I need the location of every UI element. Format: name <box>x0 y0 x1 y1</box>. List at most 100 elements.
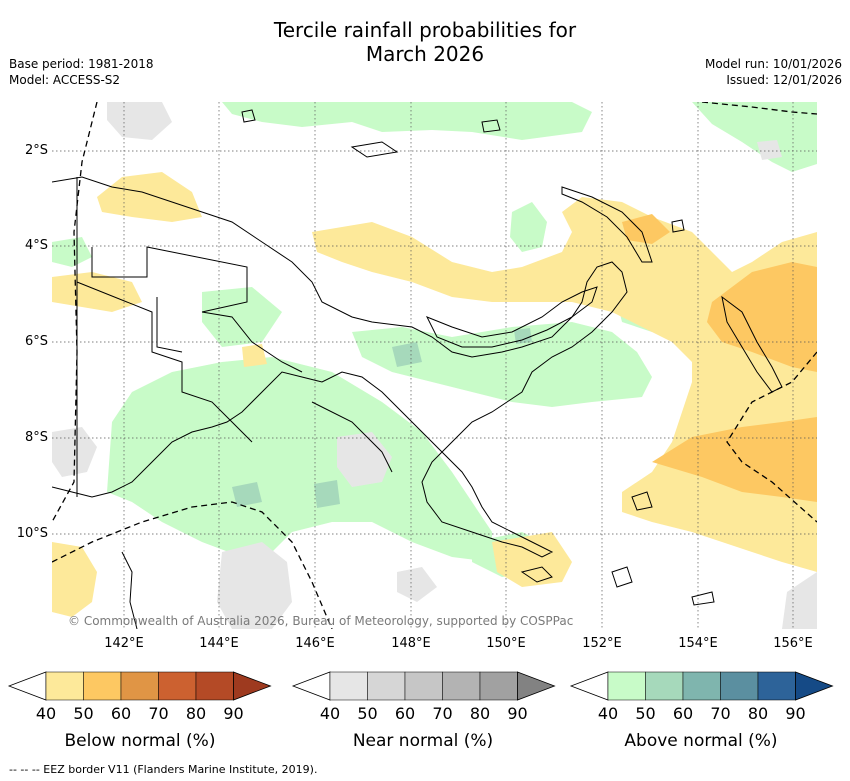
eez-south <box>52 501 333 629</box>
colorbar-extend-high <box>233 671 272 701</box>
below-region-north-central <box>312 197 817 572</box>
lon-label-154: 154°E <box>678 636 718 651</box>
colorbar-tick-label: 80 <box>469 704 491 723</box>
colorbar-extend-high <box>517 671 556 701</box>
below-region-northwest <box>97 172 202 222</box>
colorbar-tick-label: 40 <box>597 704 619 723</box>
colorbar-segment <box>757 671 796 701</box>
colorbar-segment <box>83 671 122 701</box>
lon-label-150: 150°E <box>486 636 526 651</box>
colorbar-tick-label: 50 <box>635 704 656 723</box>
above60-a <box>392 342 422 367</box>
above-region-png-north <box>510 202 547 252</box>
colorbar-segment <box>45 671 84 701</box>
lat-label-6s: 6°S <box>24 334 48 349</box>
colorbar-segment <box>720 671 759 701</box>
meta-right: Model run: 10/01/2026 Issued: 12/01/2026 <box>705 56 842 88</box>
border-line <box>76 177 253 497</box>
colorbar-segment <box>158 671 197 701</box>
model-run-text: Model run: 10/01/2026 <box>704 57 842 71</box>
near-region-central <box>337 432 392 487</box>
lat-label-4s: 4°S <box>24 238 48 253</box>
below-region-southwest <box>52 542 97 617</box>
title-line-1: Tercile rainfall probabilities for <box>273 18 577 42</box>
lon-label-148: 148°E <box>391 636 431 651</box>
colorbar-tick-label: 90 <box>507 704 528 723</box>
islands-south <box>520 491 715 606</box>
new-britain-coast <box>425 286 598 348</box>
colorbar-tick-label: 40 <box>319 704 341 723</box>
lon-label-156: 156°E <box>773 636 813 651</box>
above-normal-60-regions <box>232 328 532 508</box>
map-title: Tercile rainfall probabilities for March… <box>0 18 850 66</box>
australia-north-coast <box>121 551 138 629</box>
new-ireland-coast <box>561 186 653 263</box>
above60-b <box>232 482 262 507</box>
province-lines <box>91 246 393 473</box>
coastlines <box>52 109 783 629</box>
colorbar-tick-label: 80 <box>185 704 207 723</box>
colorbar-tick-label: 60 <box>672 704 694 723</box>
colorbar-tick-label: 50 <box>357 704 378 723</box>
colorbar-tick-label: 80 <box>747 704 769 723</box>
near-region-south <box>217 542 292 629</box>
gridlines <box>52 102 817 629</box>
near-region-nw <box>107 102 172 140</box>
colorbar-above-title: Above normal (%) <box>624 731 778 751</box>
meta-left: Base period: 1981-2018 Model: ACCESS-S2 <box>9 56 154 88</box>
colorbar-segment <box>479 671 518 701</box>
manus-coast <box>481 119 501 133</box>
base-period-text: Base period: 1981-2018 <box>9 57 154 71</box>
colorbar-extend-low <box>7 671 47 701</box>
eez-ne <box>701 102 817 115</box>
above60-c <box>314 480 340 508</box>
colorbar-segment <box>195 671 234 701</box>
colorbar-segment <box>645 671 684 701</box>
map-canvas <box>52 102 817 629</box>
above60-d <box>514 328 532 344</box>
lon-label-146: 146°E <box>295 636 335 651</box>
colorbar-segment <box>607 671 646 701</box>
issued-text: Issued: 12/01/2026 <box>726 73 842 87</box>
colorbar-above <box>569 671 834 701</box>
copyright-notice: © Commonwealth of Australia 2026, Bureau… <box>68 614 574 628</box>
below-normal-regions <box>52 172 817 617</box>
colorbar-tick-label: 90 <box>223 704 244 723</box>
colorbar-tick-label: 90 <box>785 704 806 723</box>
colorbar-segment <box>682 671 721 701</box>
eez-footer-note: -- -- -- EEZ border V11 (Flanders Marine… <box>9 763 318 776</box>
near-normal-regions <box>52 102 817 629</box>
below60-north <box>622 214 670 244</box>
near-region-corner <box>782 572 817 629</box>
colorbar-tick-label: 70 <box>148 704 169 723</box>
colorbar-near-title: Near normal (%) <box>352 731 494 751</box>
colorbar-extend-high <box>795 671 834 701</box>
colorbar-segment <box>442 671 481 701</box>
colorbar-tick-label: 40 <box>35 704 57 723</box>
probability-map <box>52 102 817 629</box>
eez-borders <box>52 102 817 629</box>
above-region-north <box>222 102 592 140</box>
lon-label-144: 144°E <box>199 636 239 651</box>
colorbar-extend-low <box>569 671 609 701</box>
below60-east <box>707 262 817 372</box>
eez-east <box>726 351 817 523</box>
above-region-png-south <box>107 357 492 562</box>
lon-label-142: 142°E <box>104 636 144 651</box>
colorbar-tick-label: 70 <box>432 704 453 723</box>
below-region-small <box>242 344 267 367</box>
colorbar-segment <box>404 671 443 701</box>
colorbar-segment <box>329 671 368 701</box>
near-region-e <box>757 140 782 160</box>
colorbar-segment <box>367 671 406 701</box>
above-region-east-top <box>692 102 817 172</box>
colorbar-tick-label: 50 <box>73 704 94 723</box>
lat-label-2s: 2°S <box>24 143 48 158</box>
above-region-west-coast <box>52 237 92 267</box>
new-guinea-coast <box>52 176 628 558</box>
islands-north <box>241 109 685 233</box>
lat-label-8s: 8°S <box>24 430 48 445</box>
below-region-south <box>492 532 572 587</box>
lon-label-152: 152°E <box>582 636 622 651</box>
above-region-highlands <box>202 287 282 347</box>
